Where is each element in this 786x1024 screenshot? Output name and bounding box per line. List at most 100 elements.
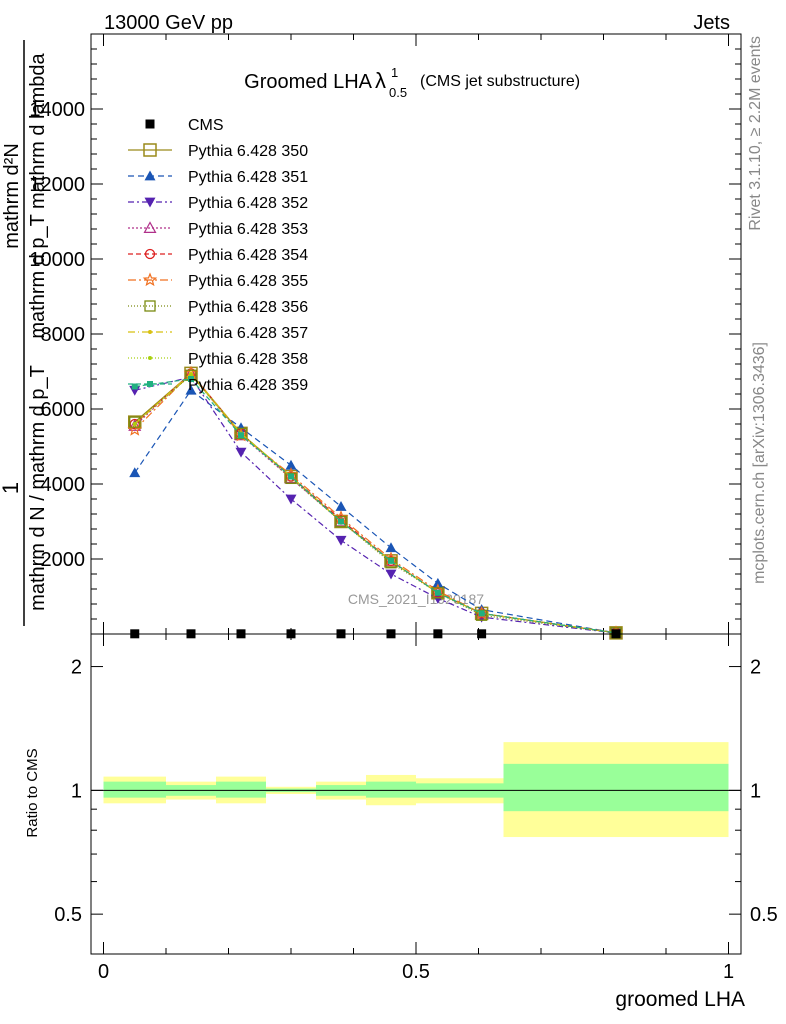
ratio-axis-ticks: 0.5 0.5 1 1 2 2 0 0.5 1 <box>54 634 778 983</box>
legend-label: Pythia 6.428 356 <box>188 299 308 316</box>
ratio-panel: 0.5 0.5 1 1 2 2 0 0.5 1 Ratio to CMS groomed LHA <box>24 633 778 1011</box>
mc-point <box>338 518 344 525</box>
mcplots-label: mcplots.cern.ch [arXiv:1306.3436] <box>751 342 768 584</box>
chart-title: Groomed LHA λ 1 0.5 (CMS jet substructur… <box>244 65 580 100</box>
y-axis-label: 1 mathrm d N / mathrm d p_T mathrm d²N m… <box>0 40 49 626</box>
legend-marker <box>147 381 153 387</box>
mc-point <box>285 472 297 485</box>
series <box>129 369 622 639</box>
y-label-den2: mathrm d p_T mathrm d lambda <box>27 52 49 338</box>
mc-point <box>385 569 397 580</box>
title-text: Groomed LHA <box>244 71 372 93</box>
legend-entry: Pythia 6.428 352 <box>128 195 308 212</box>
y-tick-label: 8000 <box>41 324 86 346</box>
ratio-band-inner <box>103 781 166 798</box>
legend-marker <box>142 272 158 287</box>
ratio-band-inner <box>216 781 266 798</box>
legend-label: Pythia 6.428 351 <box>188 169 308 186</box>
legend-marker <box>144 248 156 260</box>
ratio-y-tick-label-right: 2 <box>750 657 761 679</box>
legend-marker <box>144 170 156 181</box>
legend-entry: Pythia 6.428 358 <box>128 351 308 368</box>
title-sup: 1 <box>391 65 398 80</box>
y-axis-ticks: 2000 4000 6000 8000 10000 12000 14000 <box>29 34 741 634</box>
y-label-one: 1 <box>0 482 23 494</box>
legend-entry: Pythia 6.428 353 <box>128 221 308 238</box>
title-symbol: λ <box>375 68 386 93</box>
x-tick-label: 0 <box>98 961 109 983</box>
legend-marker <box>144 300 156 312</box>
mc-point <box>385 557 397 569</box>
mc-point <box>132 422 137 426</box>
legend-label: Pythia 6.428 354 <box>188 247 308 264</box>
legend-entry: Pythia 6.428 357 <box>128 325 308 342</box>
mc-point <box>335 515 347 528</box>
mc-point <box>432 577 444 588</box>
legend-label: Pythia 6.428 359 <box>188 377 308 394</box>
ratio-band-inner <box>366 781 416 798</box>
mc-point <box>185 384 197 395</box>
header-left: 13000 GeV pp <box>104 12 233 34</box>
mc-point <box>129 467 141 478</box>
ratio-y-tick-label-right: 1 <box>750 780 761 802</box>
legend-marker <box>143 143 157 157</box>
y-label-denom: mathrm d N / mathrm d p_T <box>27 365 49 611</box>
mc-point <box>188 376 194 382</box>
watermark: CMS_2021_I1920187 <box>348 591 484 607</box>
mc-point <box>385 542 397 553</box>
series-layer <box>127 365 624 640</box>
header-right: Jets <box>693 12 730 34</box>
legend-entry: Pythia 6.428 356 <box>128 299 308 316</box>
mc-point <box>335 535 347 546</box>
ratio-y-tick-label: 0.5 <box>54 904 82 926</box>
legend-label: CMS <box>188 117 224 134</box>
main-panel: CMS_2021_I1920187 2000400060008000100001… <box>0 33 742 640</box>
legend-entry: Pythia 6.428 359 <box>128 377 308 394</box>
legend-label: Pythia 6.428 358 <box>188 351 308 368</box>
mc-point <box>285 459 297 470</box>
mc-point <box>235 447 247 458</box>
legend-marker <box>144 197 156 208</box>
mc-point <box>478 610 485 617</box>
mc-point <box>238 432 244 439</box>
mc-point <box>235 427 247 440</box>
ratio-y-tick-label-right: 0.5 <box>750 904 778 926</box>
x-axis-label: groomed LHA <box>615 988 745 1011</box>
mc-point <box>335 501 347 511</box>
y-tick-label: 6000 <box>41 399 86 421</box>
legend-entry: Pythia 6.428 354 <box>128 247 308 264</box>
ratio-band-layer <box>103 742 729 838</box>
legend: CMS Pythia 6.428 350 Pythia 6.428 351 Pythi… <box>128 117 308 394</box>
rivet-label: Rivet 3.1.10, ≥ 2.2M events <box>747 36 764 231</box>
mc-point <box>129 416 141 428</box>
mc-point <box>434 589 441 596</box>
legend-marker <box>148 330 152 334</box>
x-tick-label: 1 <box>723 961 734 983</box>
mc-point <box>131 383 138 390</box>
mc-point <box>128 419 142 431</box>
ratio-y-label: Ratio to CMS <box>24 748 41 837</box>
legend-label: Pythia 6.428 355 <box>188 273 308 290</box>
legend-marker <box>143 221 157 233</box>
legend-marker <box>145 119 155 129</box>
legend-label: Pythia 6.428 352 <box>188 195 308 212</box>
series-line <box>134 374 617 634</box>
mc-point <box>388 557 394 564</box>
title-suffix: (CMS jet substructure) <box>420 73 580 90</box>
ratio-band-inner <box>503 763 729 812</box>
y-tick-label: 4000 <box>41 474 86 496</box>
legend-entry: Pythia 6.428 355 <box>128 272 308 290</box>
x-tick-label: 0.5 <box>402 961 430 983</box>
legend-label: Pythia 6.428 353 <box>188 221 308 238</box>
legend-label: Pythia 6.428 350 <box>188 143 308 160</box>
mc-point <box>288 473 294 480</box>
y-tick-label: 14000 <box>29 99 85 121</box>
mc-point <box>432 587 444 599</box>
title-sub: 0.5 <box>389 85 407 100</box>
legend-entry: Pythia 6.428 350 <box>128 143 308 160</box>
y-label-num: mathrm d²N <box>1 143 23 249</box>
legend-label: Pythia 6.428 357 <box>188 325 308 342</box>
y-tick-label: 12000 <box>29 174 85 196</box>
mc-point <box>475 609 488 621</box>
